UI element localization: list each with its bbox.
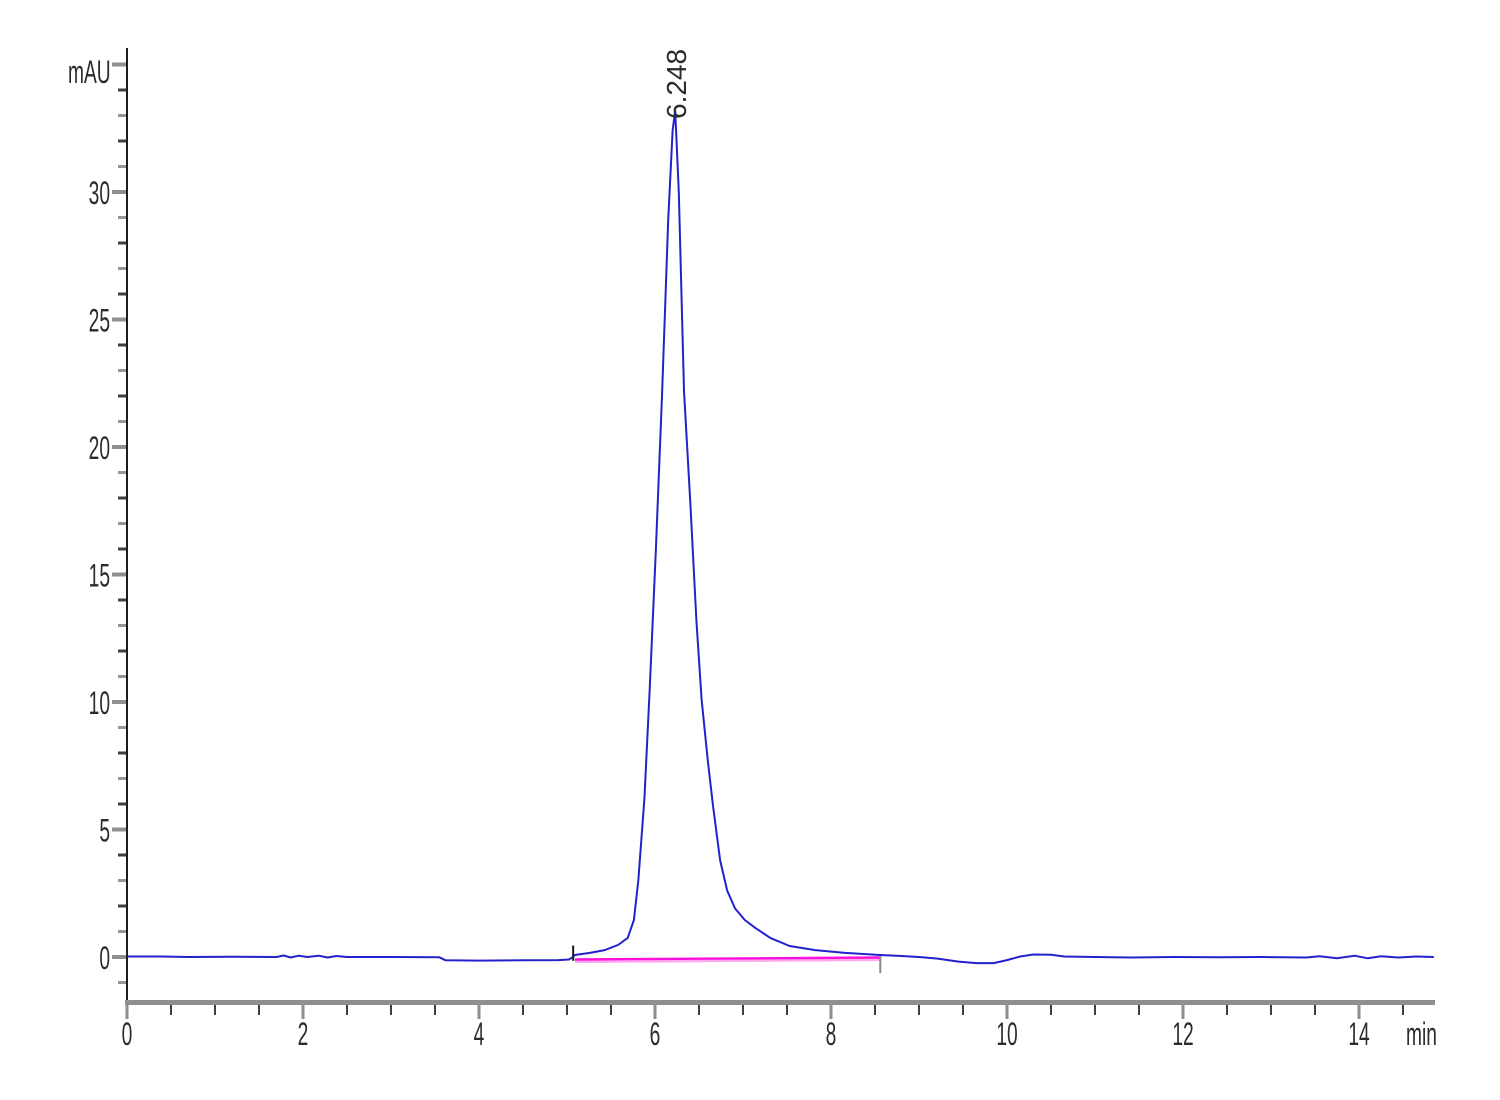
x-tick-label: 6 — [650, 1016, 661, 1052]
y-tick-label: 15 — [89, 557, 110, 593]
x-tick-label: 12 — [1172, 1016, 1193, 1052]
integration-baseline-glow — [574, 958, 882, 964]
x-tick-label: 0 — [122, 1016, 133, 1052]
x-tick-label: 4 — [474, 1016, 485, 1052]
y-axis-unit-label: mAU — [68, 54, 111, 90]
y-axis-ticks — [112, 62, 126, 984]
x-tick-label: 8 — [826, 1016, 837, 1052]
y-tick-label: 30 — [89, 175, 110, 211]
x-axis-line — [125, 1000, 1435, 1005]
y-tick-label: 5 — [99, 812, 110, 848]
x-tick-label: 2 — [298, 1016, 309, 1052]
x-tick-label: 14 — [1348, 1016, 1369, 1052]
x-axis-tick-labels: 0 2 4 6 8 10 12 14 — [122, 1016, 1370, 1052]
integration-markers — [572, 945, 882, 974]
y-tick-label: 0 — [99, 940, 110, 976]
y-tick-label: 20 — [89, 430, 110, 466]
y-tick-label: 10 — [89, 685, 110, 721]
y-axis-tick-labels: 0 5 10 15 20 25 30 — [89, 175, 110, 976]
x-axis-ticks — [125, 1005, 1404, 1019]
peak-retention-time-label: 6.248 — [661, 49, 692, 119]
data-series — [127, 109, 1434, 965]
x-axis-unit-label: min — [1406, 1016, 1437, 1052]
y-tick-label: 25 — [89, 302, 110, 338]
integration-baseline — [574, 956, 882, 961]
detector-signal — [127, 109, 1434, 965]
x-tick-label: 10 — [996, 1016, 1017, 1052]
